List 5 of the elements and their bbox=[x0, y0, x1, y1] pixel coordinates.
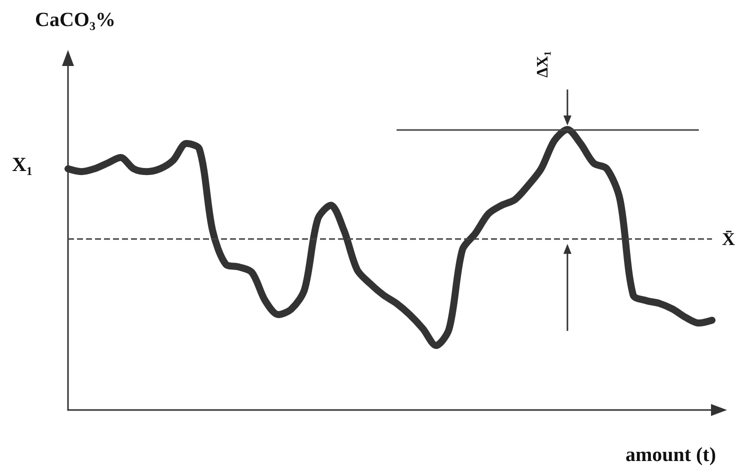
y-axis-title: CaCO₃% bbox=[35, 9, 116, 31]
ref-line-label: X̄ bbox=[722, 228, 735, 249]
x-axis-title: amount (t) bbox=[625, 444, 716, 466]
text: ΔX₁ bbox=[534, 50, 552, 78]
text: X₁ bbox=[12, 154, 32, 176]
